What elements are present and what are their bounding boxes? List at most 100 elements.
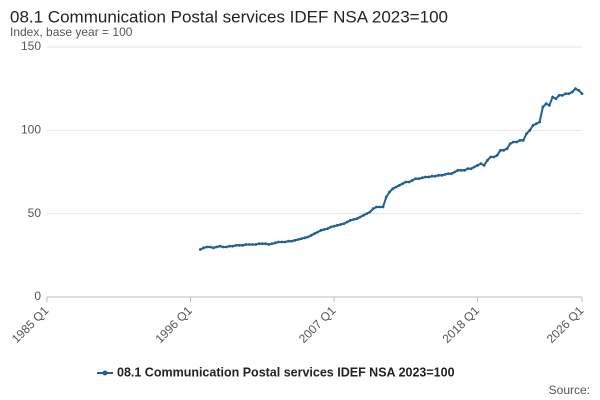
data-point — [427, 175, 431, 179]
data-point — [561, 93, 564, 97]
source: Source: — [549, 383, 590, 397]
data-point — [551, 95, 555, 99]
data-point — [521, 138, 525, 142]
data-point — [492, 155, 496, 159]
data-point — [257, 242, 261, 246]
data-point — [345, 220, 349, 224]
data-point — [391, 187, 395, 191]
data-point — [326, 227, 329, 231]
legend-label: 08.1 Communication Postal services IDEF … — [117, 365, 455, 379]
data-point — [381, 205, 385, 209]
data-point — [296, 238, 300, 241]
data-point — [329, 225, 333, 229]
data-point — [260, 242, 264, 246]
x-tick-label: 2007 Q1 — [296, 303, 339, 346]
data-point — [424, 175, 427, 179]
data-point — [348, 218, 352, 222]
data-point — [479, 162, 483, 166]
data-point — [241, 243, 245, 247]
y-tick-label: 100 — [21, 123, 41, 137]
data-point — [554, 97, 558, 101]
data-point — [515, 140, 519, 144]
data-point — [433, 174, 437, 178]
data-line — [199, 87, 583, 251]
data-point — [215, 245, 219, 249]
data-point — [508, 142, 512, 146]
data-point — [410, 178, 414, 182]
data-point — [225, 245, 228, 249]
data-point — [355, 217, 359, 221]
data-point — [505, 147, 509, 151]
data-point — [378, 205, 382, 209]
data-point — [404, 180, 408, 184]
data-point — [534, 122, 538, 126]
data-point — [352, 218, 356, 221]
data-point — [221, 245, 225, 249]
data-point — [450, 172, 453, 176]
data-point — [485, 158, 489, 162]
data-point — [394, 185, 398, 189]
data-point — [251, 243, 254, 246]
data-point — [264, 242, 267, 246]
data-point — [254, 243, 258, 246]
chart-subtitle: Index, base year = 100 — [10, 25, 133, 39]
data-point — [577, 88, 581, 92]
data-point — [472, 165, 476, 169]
data-point — [358, 215, 362, 219]
legend-marker — [102, 370, 108, 376]
y-tick-label: 150 — [21, 39, 41, 53]
data-point — [499, 148, 502, 152]
data-point — [322, 228, 326, 231]
data-point — [218, 244, 222, 248]
data-point — [371, 207, 375, 211]
data-point — [401, 182, 404, 186]
data-point — [293, 238, 297, 242]
data-point — [244, 243, 248, 246]
data-point — [247, 243, 251, 246]
data-point — [437, 173, 440, 177]
data-point — [277, 240, 281, 244]
data-point — [564, 92, 568, 96]
data-point — [397, 183, 401, 187]
data-point — [443, 173, 447, 176]
data-point — [332, 224, 336, 228]
data-point — [489, 155, 493, 159]
data-point — [375, 205, 378, 209]
y-tick-label: 50 — [28, 206, 42, 220]
data-point — [234, 243, 238, 247]
data-point — [306, 235, 310, 239]
data-point — [502, 148, 506, 152]
data-point — [407, 180, 411, 184]
data-point — [368, 210, 372, 214]
data-point — [283, 240, 287, 244]
data-point — [198, 248, 202, 251]
data-point — [466, 167, 470, 171]
x-tick-label: 2026 Q1 — [544, 303, 587, 346]
data-point — [300, 237, 303, 241]
data-point — [574, 87, 577, 91]
data-point — [313, 232, 316, 236]
data-point — [205, 245, 209, 249]
data-point — [290, 239, 294, 243]
x-tick-label: 1985 Q1 — [9, 303, 52, 346]
data-point — [547, 103, 551, 107]
data-point — [270, 242, 274, 246]
data-point — [456, 168, 460, 172]
data-point — [231, 244, 235, 248]
x-tick-label: 1996 Q1 — [152, 303, 195, 346]
data-point — [365, 212, 369, 216]
data-point — [238, 243, 241, 247]
data-point — [362, 213, 365, 217]
data-point — [273, 241, 277, 245]
data-point — [316, 230, 320, 234]
data-point — [319, 228, 323, 232]
data-point — [538, 120, 541, 124]
data-point — [228, 244, 232, 248]
data-point — [309, 233, 313, 237]
data-point — [208, 245, 212, 249]
data-point — [414, 177, 418, 181]
data-point — [440, 173, 444, 177]
data-point — [420, 176, 424, 180]
